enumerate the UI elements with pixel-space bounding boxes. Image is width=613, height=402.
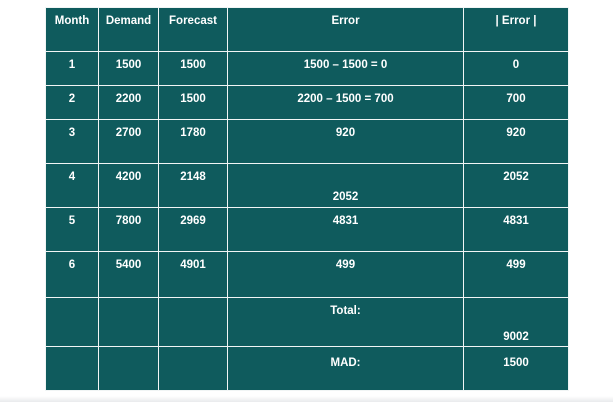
table-row: 3 2700 1780 920 920: [45, 119, 569, 164]
cell-month: 4: [45, 163, 99, 208]
cell-error: 1500 – 1500 = 0: [227, 51, 464, 86]
cell-error: 2200 – 1500 = 700: [227, 85, 464, 120]
cell-abs-error: 2052: [463, 163, 569, 208]
cell-demand: 1500: [98, 51, 159, 86]
cell-forecast: 1500: [158, 51, 228, 86]
cell-empty: [98, 297, 159, 347]
forecast-error-table: Month Demand Forecast Error | Error | 1 …: [45, 7, 569, 391]
total-value: 9002: [463, 297, 569, 347]
table-row: 1 1500 1500 1500 – 1500 = 0 0: [45, 51, 569, 86]
mad-row: MAD: 1500: [45, 346, 569, 391]
cell-error: 920: [227, 119, 464, 164]
cell-empty: [158, 297, 228, 347]
header-error: Error: [227, 7, 464, 52]
cell-abs-error: 920: [463, 119, 569, 164]
cell-month: 5: [45, 207, 99, 252]
cell-demand: 2700: [98, 119, 159, 164]
cell-month: 2: [45, 85, 99, 120]
cell-month: 3: [45, 119, 99, 164]
cell-forecast: 1780: [158, 119, 228, 164]
cell-empty: [98, 346, 159, 391]
cell-forecast: 2148: [158, 163, 228, 208]
table-row: 6 5400 4901 499 499: [45, 251, 569, 298]
cell-demand: 5400: [98, 251, 159, 298]
total-label: Total:: [227, 297, 464, 347]
cell-abs-error: 700: [463, 85, 569, 120]
table-row: 4 4200 2148 2052 2052: [45, 163, 569, 208]
cell-error: 4831: [227, 207, 464, 252]
table-row: 5 7800 2969 4831 4831: [45, 207, 569, 252]
bottom-edge-shadow: [0, 396, 613, 402]
mad-value: 1500: [463, 346, 569, 391]
table-row: 2 2200 1500 2200 – 1500 = 700 700: [45, 85, 569, 120]
cell-empty: [45, 346, 99, 391]
cell-abs-error: 4831: [463, 207, 569, 252]
cell-demand: 4200: [98, 163, 159, 208]
cell-month: 1: [45, 51, 99, 86]
header-demand: Demand: [98, 7, 159, 52]
header-abs-error: | Error |: [463, 7, 569, 52]
cell-empty: [158, 346, 228, 391]
cell-forecast: 1500: [158, 85, 228, 120]
table-header-row: Month Demand Forecast Error | Error |: [45, 7, 569, 52]
cell-empty: [45, 297, 99, 347]
mad-label: MAD:: [227, 346, 464, 391]
total-row: Total: 9002: [45, 297, 569, 347]
cell-demand: 7800: [98, 207, 159, 252]
cell-abs-error: 499: [463, 251, 569, 298]
header-forecast: Forecast: [158, 7, 228, 52]
cell-error: 499: [227, 251, 464, 298]
cell-forecast: 2969: [158, 207, 228, 252]
cell-error: 2052: [227, 163, 464, 208]
cell-forecast: 4901: [158, 251, 228, 298]
cell-abs-error: 0: [463, 51, 569, 86]
header-month: Month: [45, 7, 99, 52]
cell-month: 6: [45, 251, 99, 298]
cell-demand: 2200: [98, 85, 159, 120]
